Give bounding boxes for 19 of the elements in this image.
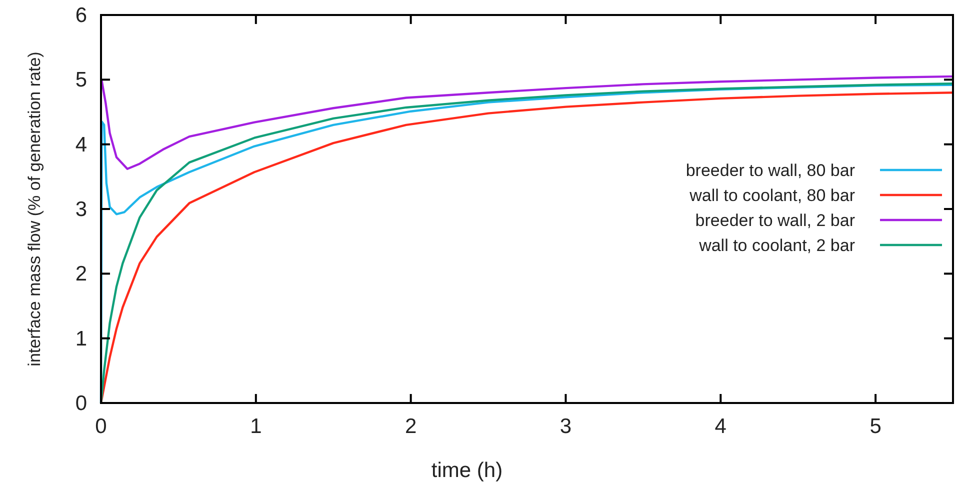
y-tick-label: 0 bbox=[75, 392, 87, 415]
y-tick-label: 3 bbox=[75, 198, 87, 221]
y-tick-label: 4 bbox=[75, 133, 88, 156]
x-tick-label: 5 bbox=[870, 415, 882, 438]
legend-label: breeder to wall, 2 bar bbox=[695, 211, 856, 230]
x-tick-label: 1 bbox=[250, 415, 262, 438]
y-tick-label: 5 bbox=[75, 68, 87, 92]
legend-label: wall to coolant, 80 bar bbox=[688, 186, 856, 205]
legend-label: breeder to wall, 80 bar bbox=[686, 161, 856, 180]
legend-label: wall to coolant, 2 bar bbox=[698, 236, 856, 255]
x-tick-label: 3 bbox=[560, 415, 572, 438]
y-tick-label: 1 bbox=[75, 327, 87, 350]
x-axis-title: time (h) bbox=[431, 459, 503, 482]
y-tick-label: 2 bbox=[75, 262, 87, 286]
y-axis-title: interface mass flow (% of generation rate) bbox=[25, 52, 44, 366]
x-tick-label: 0 bbox=[95, 415, 107, 438]
y-tick-label: 6 bbox=[75, 4, 87, 27]
x-tick-label: 2 bbox=[404, 415, 417, 438]
x-tick-label: 4 bbox=[714, 415, 727, 438]
